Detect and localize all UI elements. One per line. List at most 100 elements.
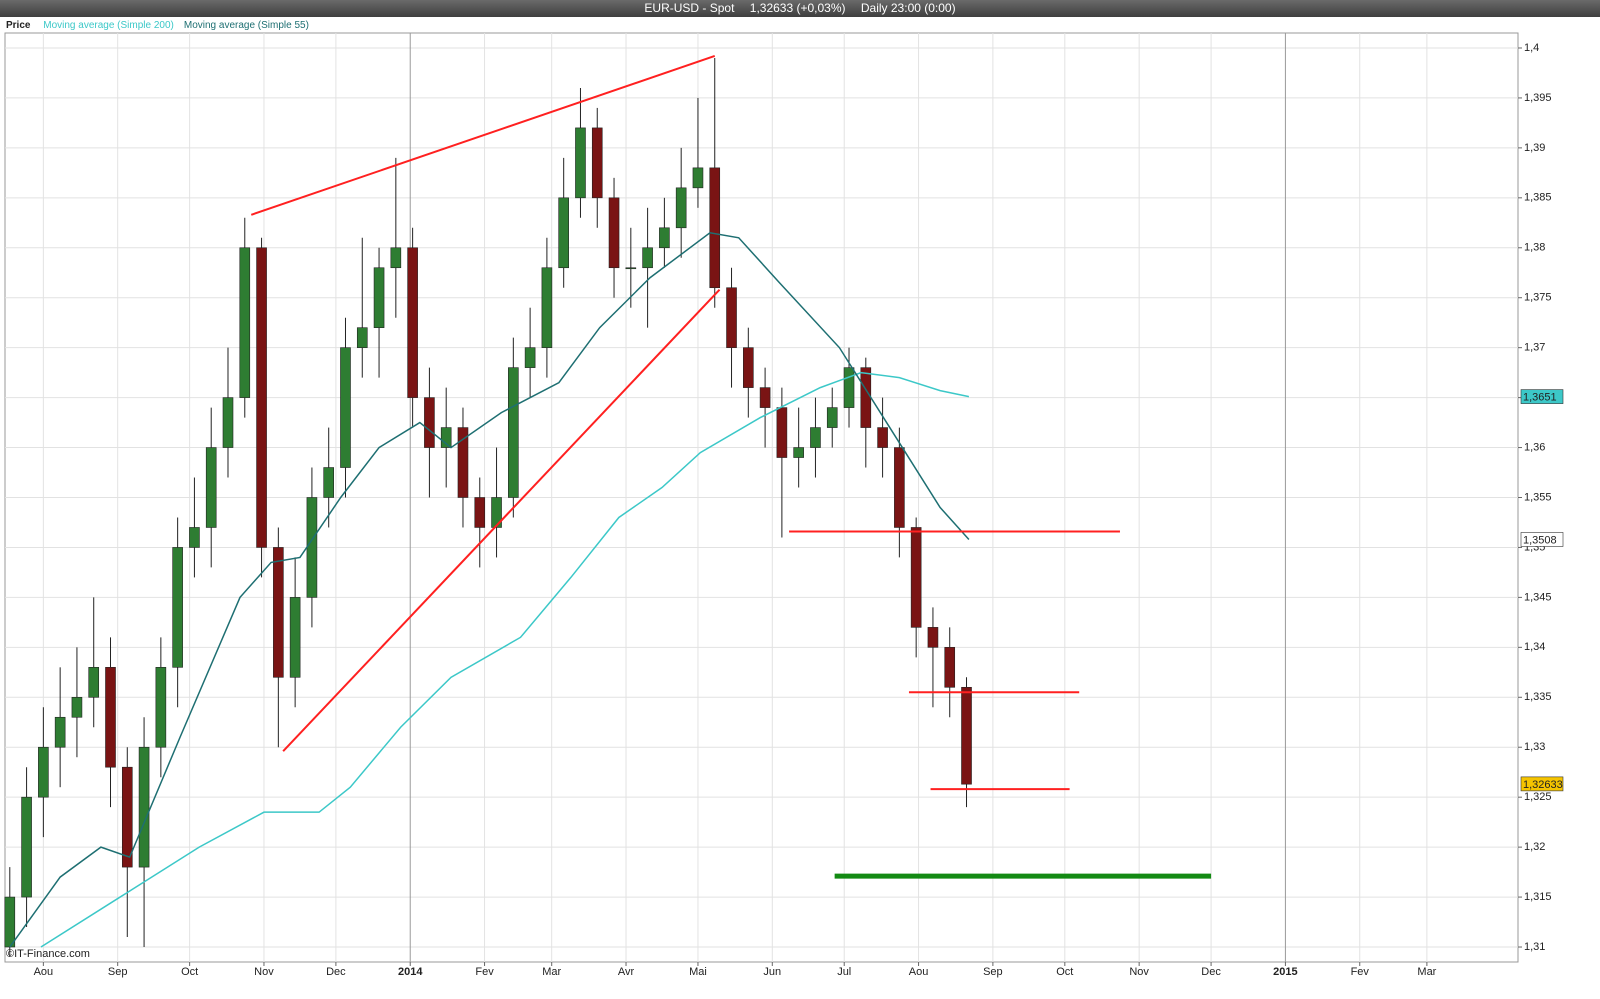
x-tick-label: Mar bbox=[1417, 966, 1436, 978]
y-tick-label: 1,32 bbox=[1524, 841, 1545, 853]
candle-body bbox=[944, 647, 956, 688]
candle-body bbox=[440, 427, 452, 448]
candle-body bbox=[138, 746, 150, 868]
price-tag-label: 1,32633 bbox=[1523, 779, 1563, 791]
candle-body bbox=[759, 387, 771, 408]
candle-body bbox=[491, 497, 502, 528]
candle-body bbox=[121, 766, 133, 868]
candle-body bbox=[524, 347, 536, 368]
candle-body bbox=[860, 367, 872, 428]
y-tick-label: 1,395 bbox=[1524, 92, 1552, 104]
candle-body bbox=[541, 267, 553, 348]
candle-body bbox=[642, 247, 653, 269]
x-tick-label: Jul bbox=[837, 966, 851, 978]
candle-body bbox=[4, 896, 16, 948]
candle-body bbox=[843, 367, 855, 408]
candle-body bbox=[474, 497, 486, 528]
x-tick-label: Fev bbox=[475, 966, 494, 978]
candle-body bbox=[709, 167, 721, 289]
candle-body bbox=[189, 527, 200, 548]
x-tick-label: Oct bbox=[1056, 966, 1073, 978]
candle-body bbox=[340, 347, 351, 468]
trend-line bbox=[282, 289, 721, 752]
candle-body bbox=[508, 367, 519, 498]
candle-body bbox=[457, 427, 469, 498]
instrument: EUR-USD - Spot bbox=[644, 1, 735, 15]
candle-body bbox=[54, 716, 66, 748]
candle-body bbox=[373, 267, 385, 328]
moving-average bbox=[9, 231, 970, 948]
candle-body bbox=[726, 287, 737, 348]
x-tick-label: Nov bbox=[1129, 966, 1149, 978]
candle-body bbox=[323, 467, 335, 498]
candle-body bbox=[591, 127, 603, 199]
candle-body bbox=[961, 686, 972, 785]
price-tag bbox=[1520, 532, 1564, 547]
last-quote: 1,32633 (+0,03%) bbox=[749, 1, 846, 15]
candle-body bbox=[424, 397, 435, 448]
y-tick-label: 1,315 bbox=[1524, 891, 1552, 903]
x-tick-label: Aou bbox=[34, 966, 54, 978]
candle-body bbox=[289, 597, 301, 678]
y-tick-label: 1,38 bbox=[1524, 242, 1545, 254]
moving-average bbox=[40, 371, 970, 948]
period: Daily 23:00 (0:00) bbox=[860, 1, 956, 15]
price-tag-label: 1,3508 bbox=[1523, 534, 1557, 546]
x-tick-label: Mai bbox=[689, 966, 707, 978]
candle-body bbox=[390, 247, 402, 269]
y-tick-label: 1,37 bbox=[1524, 342, 1545, 354]
y-tick-label: 1,4 bbox=[1524, 42, 1539, 54]
trend-line bbox=[250, 55, 716, 216]
x-tick-label: 2015 bbox=[1273, 966, 1297, 978]
candle-body bbox=[810, 427, 821, 448]
candle-body bbox=[273, 547, 284, 678]
y-tick-label: 1,325 bbox=[1524, 791, 1552, 803]
candle-body bbox=[155, 667, 167, 748]
y-tick-label: 1,345 bbox=[1524, 591, 1552, 603]
x-tick-label: Dec bbox=[326, 966, 346, 978]
candle-body bbox=[575, 127, 586, 199]
y-tick-label: 1,34 bbox=[1524, 641, 1545, 653]
y-tick-label: 1,36 bbox=[1524, 441, 1545, 453]
candle-body bbox=[625, 267, 637, 270]
x-tick-label: Mar bbox=[542, 966, 561, 978]
candle-body bbox=[692, 167, 704, 189]
x-tick-label: Nov bbox=[254, 966, 274, 978]
legend-entry: Moving average (Simple 55) bbox=[183, 20, 309, 31]
y-tick-label: 1,375 bbox=[1524, 292, 1552, 304]
y-tick-label: 1,39 bbox=[1524, 142, 1545, 154]
x-tick-label: Avr bbox=[618, 966, 635, 978]
x-tick-label: 2014 bbox=[398, 966, 423, 978]
candle-body bbox=[88, 667, 100, 698]
legend-price: Price bbox=[6, 20, 31, 31]
x-tick-label: Sep bbox=[108, 966, 128, 978]
x-tick-label: Sep bbox=[983, 966, 1003, 978]
legend-entry: Moving average (Simple 200) bbox=[43, 20, 174, 31]
price-tag bbox=[1520, 389, 1564, 404]
candle-body bbox=[558, 197, 569, 269]
candle-body bbox=[877, 427, 888, 448]
y-tick-label: 1,335 bbox=[1524, 691, 1552, 703]
x-tick-label: Oct bbox=[181, 966, 198, 978]
candle-body bbox=[776, 407, 788, 458]
candle-body bbox=[71, 696, 83, 718]
y-tick-label: 1,31 bbox=[1524, 941, 1545, 953]
candle-body bbox=[222, 397, 234, 448]
watermark: ©IT-Finance.com bbox=[6, 948, 90, 960]
candle-body bbox=[356, 327, 368, 348]
legend: Price Moving average (Simple 200) Moving … bbox=[6, 20, 319, 32]
candle-body bbox=[608, 197, 620, 269]
candle-body bbox=[743, 347, 754, 388]
header-bar: EUR-USD - Spot 1,32633 (+0,03%) Daily 23… bbox=[0, 0, 1600, 17]
candle-body bbox=[105, 667, 116, 768]
y-tick-label: 1,33 bbox=[1524, 741, 1545, 753]
x-tick-label: Dec bbox=[1201, 966, 1221, 978]
candle-body bbox=[826, 407, 838, 428]
y-tick-label: 1,385 bbox=[1524, 192, 1552, 204]
candle-body bbox=[239, 247, 251, 398]
candle-body bbox=[927, 627, 939, 648]
candle-body bbox=[205, 447, 217, 528]
candle-body bbox=[21, 796, 32, 898]
y-tick-label: 1,355 bbox=[1524, 491, 1552, 503]
